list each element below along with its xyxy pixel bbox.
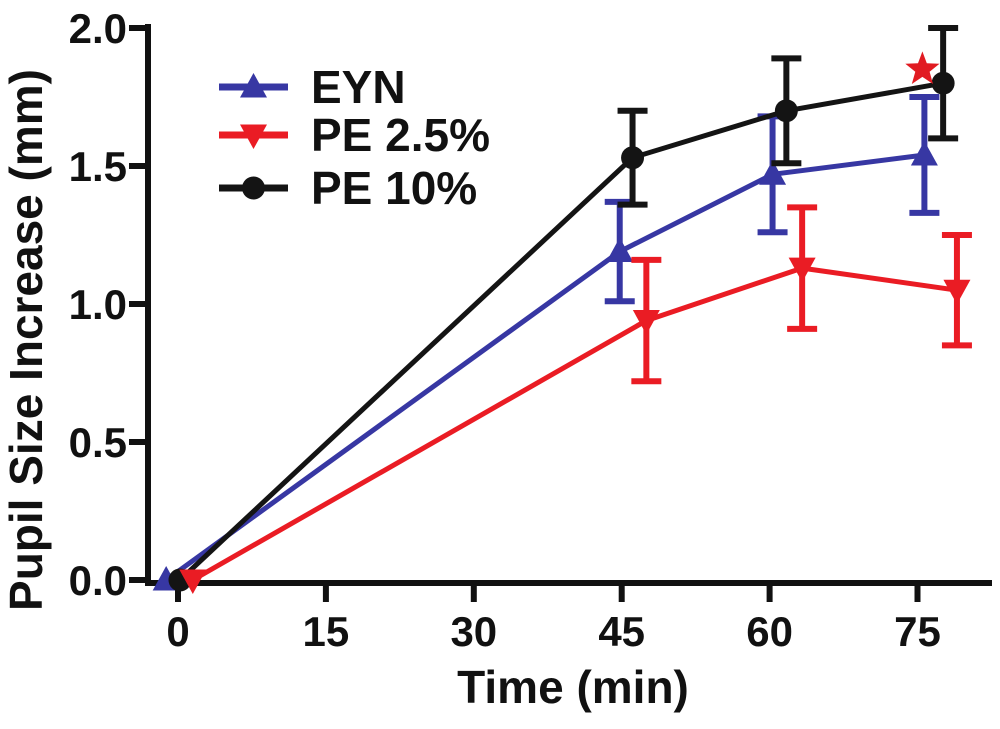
marker-triangle-up-eyn bbox=[910, 140, 938, 166]
x-tick-label: 0 bbox=[166, 608, 189, 655]
x-tick-label: 15 bbox=[303, 608, 350, 655]
marker-circle-pe-10 bbox=[774, 99, 798, 123]
series-pe-2-5 bbox=[179, 204, 972, 594]
legend-entry-eyn: EYN bbox=[219, 61, 406, 113]
series-eyn bbox=[152, 94, 940, 591]
marker-triangle-up-eyn bbox=[759, 160, 787, 185]
y-tick-label: 2.0 bbox=[69, 5, 127, 52]
x-tick-label: 30 bbox=[450, 608, 497, 655]
y-tick-label: 0.0 bbox=[69, 557, 127, 604]
marker-triangle-up-eyn bbox=[606, 237, 634, 263]
series-pe-10 bbox=[168, 25, 959, 592]
series-line-eyn bbox=[164, 152, 925, 583]
legend-entry-pe-2-5: PE 2.5% bbox=[219, 109, 490, 161]
marker-triangle-down-pe-2-5 bbox=[943, 279, 971, 305]
legend-label-pe-10: PE 10% bbox=[311, 162, 477, 214]
y-tick-label: 1.5 bbox=[69, 143, 127, 190]
x-tick-label: 60 bbox=[746, 608, 793, 655]
legend-marker-eyn bbox=[240, 73, 267, 98]
x-tick-label: 75 bbox=[894, 608, 941, 655]
marker-circle-pe-10 bbox=[621, 146, 645, 170]
legend-marker-pe-10 bbox=[242, 176, 265, 200]
marker-triangle-down-pe-2-5 bbox=[179, 569, 207, 594]
significance-star bbox=[905, 51, 940, 84]
legend-entry-pe-10: PE 10% bbox=[219, 162, 477, 214]
y-axis-title: Pupil Size Increase (mm) bbox=[0, 69, 52, 611]
series-line-pe-10 bbox=[178, 80, 944, 582]
x-axis-title: Time (min) bbox=[457, 661, 689, 713]
legend-label-pe-2-5: PE 2.5% bbox=[311, 109, 490, 161]
series-line-pe-2-5 bbox=[191, 265, 958, 583]
legend-marker-pe-2-5 bbox=[240, 124, 267, 149]
y-tick-label: 1.0 bbox=[69, 281, 127, 328]
marker-triangle-down-pe-2-5 bbox=[632, 310, 660, 335]
x-tick-label: 45 bbox=[598, 608, 645, 655]
marker-circle-pe-10 bbox=[931, 71, 955, 95]
y-tick-label: 0.5 bbox=[69, 419, 127, 466]
legend-label-eyn: EYN bbox=[311, 61, 406, 113]
marker-triangle-down-pe-2-5 bbox=[788, 257, 816, 283]
